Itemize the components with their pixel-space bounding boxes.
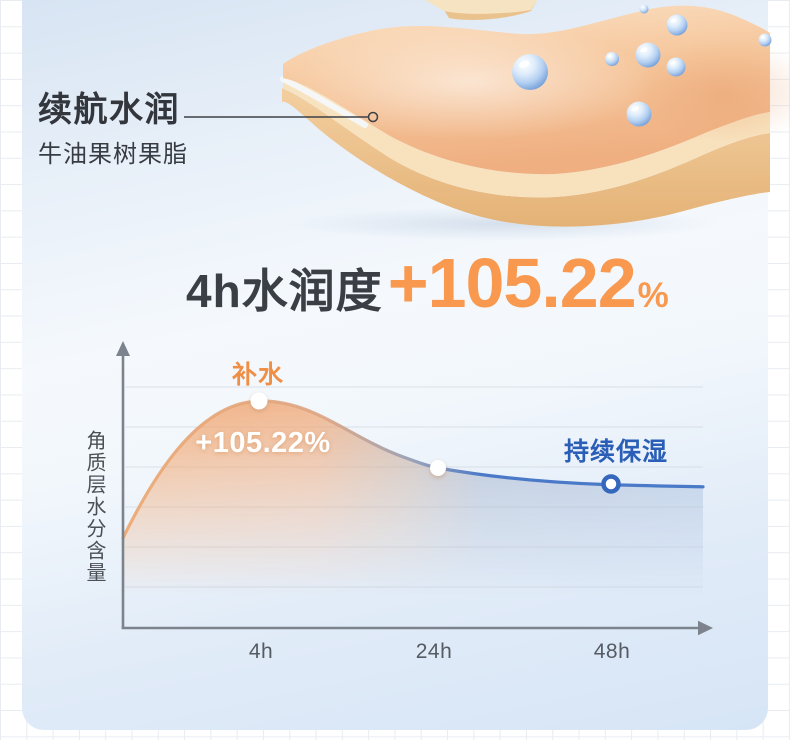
marker-24h [430,460,446,476]
x-tick-48h: 48h [593,640,631,663]
headline-value: +105.22 [387,244,637,322]
water-droplet [635,42,661,68]
base-slab-top-face [283,70,770,198]
water-droplet [626,101,652,127]
headline-unit: % [637,276,669,315]
annotation-peak-value: +105.22% [195,427,331,459]
headline: 4h水润度 +105.22 % [186,243,669,323]
pointer-end-circle [367,111,379,123]
water-droplet [666,14,688,36]
water-droplet [758,33,772,47]
ingredient-callout: 续航水润 牛油果树果脂 [38,91,188,169]
y-axis-label: 角质层水分含量 [83,430,105,584]
callout-subheading: 牛油果树果脂 [38,141,188,169]
upper-slab-top [425,0,537,14]
water-droplet [605,52,619,66]
base-slab-side [282,88,770,227]
water-droplet [666,57,686,77]
x-axis [121,620,713,636]
marker-48h [601,474,621,494]
headline-prefix: 4h水润度 [186,265,383,317]
moisture-chart [116,341,713,636]
y-axis [116,341,130,629]
skin-illustration [280,0,790,241]
x-axis-arrow [698,620,713,636]
annotation-sustain: 持续保湿 [563,438,669,466]
x-tick-24h: 24h [415,640,453,663]
water-droplet [512,54,548,90]
moisture-area [123,400,703,604]
water-droplets [512,4,772,127]
water-droplet [639,4,649,14]
x-tick-4h: 4h [248,640,274,663]
callout-pointer [184,111,379,123]
marker-4h [250,392,268,410]
callout-heading: 续航水润 [38,91,180,129]
skin-sheen [285,24,655,140]
y-axis-arrow [116,341,130,356]
annotation-hydration: 补水 [231,361,285,389]
